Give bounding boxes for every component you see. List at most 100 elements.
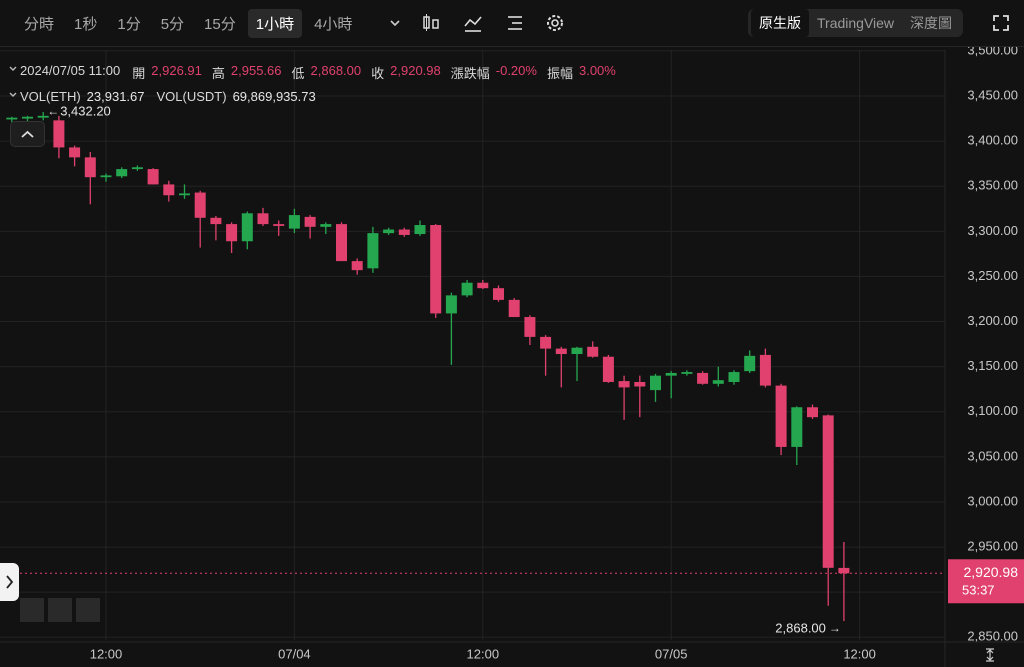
y-tick-label: 3,400.00 xyxy=(967,133,1018,148)
volume-label: VOL(USDT) xyxy=(156,89,227,104)
high-marker-arrow: ← xyxy=(47,104,59,118)
interval-tab[interactable]: 1小時 xyxy=(247,9,303,38)
view-toggle: 原生版 TradingView 深度圖 xyxy=(748,9,964,37)
indicator-icon[interactable] xyxy=(462,12,484,34)
low-marker-arrow: → xyxy=(829,621,841,635)
settings-icon[interactable] xyxy=(544,12,566,34)
candle-body xyxy=(241,213,253,242)
view-tab[interactable]: 深度圖 xyxy=(910,15,953,31)
candle-body xyxy=(602,356,614,382)
legend-label: 低 xyxy=(291,66,305,81)
candle-body xyxy=(116,169,128,177)
scale-icon[interactable] xyxy=(982,646,998,664)
caret[interactable] xyxy=(388,16,402,30)
y-tick-label: 3,200.00 xyxy=(967,313,1018,328)
grid xyxy=(0,50,945,640)
candle-body xyxy=(807,407,818,418)
interval-tab[interactable]: 分時 xyxy=(24,16,55,33)
candle-body xyxy=(650,375,661,391)
legend-value: 2,926.91 xyxy=(151,63,202,78)
candle-body xyxy=(618,381,630,388)
collapse-caret[interactable] xyxy=(8,64,18,74)
x-tick-label: 12:00 xyxy=(843,646,876,661)
candle-body xyxy=(571,347,583,355)
y-tick-label: 3,050.00 xyxy=(967,448,1018,463)
candle-body xyxy=(697,372,709,384)
volume-legend: VOL(ETH) 23,931.67 VOL(USDT) 69,869,935.73 xyxy=(20,89,322,104)
candle-body xyxy=(414,225,426,235)
candle-body xyxy=(226,224,238,242)
view-tab[interactable]: 原生版 xyxy=(751,9,809,37)
low-marker: 2,868.00 xyxy=(775,620,826,635)
candle-body xyxy=(634,381,646,387)
interval-tabs: 分時 1秒 1分 5分 15分 1小時 4小時 xyxy=(16,9,360,38)
candle-body xyxy=(477,282,489,289)
candle-body xyxy=(508,299,520,318)
y-tick-label: 3,250.00 xyxy=(967,268,1018,283)
volume-value: 23,931.67 xyxy=(86,89,145,104)
interval-tab[interactable]: 1分 xyxy=(117,16,141,33)
y-tick-label: 2,850.00 xyxy=(967,629,1018,644)
candle-body xyxy=(84,157,96,178)
volume-label: VOL(ETH) xyxy=(20,89,81,104)
interval-tab[interactable]: 5分 xyxy=(160,16,185,33)
legend-time: 2024/07/05 11:00 xyxy=(20,63,121,78)
draw-icon[interactable] xyxy=(504,12,526,34)
candle-body xyxy=(461,282,473,296)
candle-body xyxy=(445,295,457,314)
candle-body xyxy=(351,261,363,271)
candle-body xyxy=(37,115,49,118)
interval-tab[interactable]: 15分 xyxy=(204,16,236,33)
x-tick-label: 07/04 xyxy=(278,646,311,661)
candle-body xyxy=(838,567,850,574)
fullscreen-icon[interactable] xyxy=(991,13,1011,33)
price-tag xyxy=(948,559,1024,604)
legend-value: -0.20% xyxy=(495,63,537,78)
candle-body xyxy=(22,116,33,119)
candle-body xyxy=(69,147,81,158)
candle-body xyxy=(728,372,740,382)
candle-body xyxy=(100,175,112,178)
y-tick-label: 3,100.00 xyxy=(967,403,1018,418)
candle-body xyxy=(367,233,379,269)
y-tick-label: 3,450.00 xyxy=(967,87,1018,102)
candle-icon[interactable] xyxy=(420,12,442,34)
collapse-caret[interactable] xyxy=(8,90,18,100)
view-tab[interactable]: TradingView xyxy=(817,15,895,31)
candle-body xyxy=(822,415,834,568)
candle-body xyxy=(540,336,552,349)
candle-body xyxy=(6,117,18,120)
legend-value: 2,920.98 xyxy=(390,63,441,78)
legend-label: 高 xyxy=(211,66,225,81)
collapse-button[interactable] xyxy=(10,121,45,147)
candle-body xyxy=(194,192,206,218)
y-tick-label: 3,000.00 xyxy=(967,493,1018,508)
candle-body xyxy=(665,372,677,376)
price-tag-price: 2,920.98 xyxy=(964,564,1019,580)
interval-tab[interactable]: 4小時 xyxy=(314,16,353,33)
candle-body xyxy=(398,229,410,235)
side-panel-toggle[interactable] xyxy=(0,563,19,601)
volume-value: 69,869,935.73 xyxy=(232,89,316,104)
toolbar: 分時 1秒 1分 5分 15分 1小時 4小時 原生版 TradingView 深度圖 xyxy=(0,0,1024,47)
x-tick-label: 12:00 xyxy=(90,646,123,661)
candle-body xyxy=(383,229,395,234)
candle-body xyxy=(147,169,159,185)
interval-tab[interactable]: 1秒 xyxy=(74,16,98,33)
candle-body xyxy=(555,348,567,355)
watermark xyxy=(20,598,100,622)
x-tick-label: 12:00 xyxy=(467,646,500,661)
candle-body xyxy=(493,288,504,300)
ohlc-legend: 2024/07/05 11:00 開 2,926.91 高 2,955.66 低 2,86… xyxy=(20,63,620,82)
legend-value: 3.00% xyxy=(578,63,616,78)
candle-body xyxy=(257,213,269,225)
legend-label: 開 xyxy=(132,66,146,81)
candle-body xyxy=(163,184,175,196)
legend-value: 2,868.00 xyxy=(310,63,362,78)
candle-body xyxy=(430,225,442,314)
candle-body xyxy=(320,224,332,227)
y-tick-label: 3,350.00 xyxy=(967,178,1018,193)
candle-body xyxy=(304,216,316,227)
